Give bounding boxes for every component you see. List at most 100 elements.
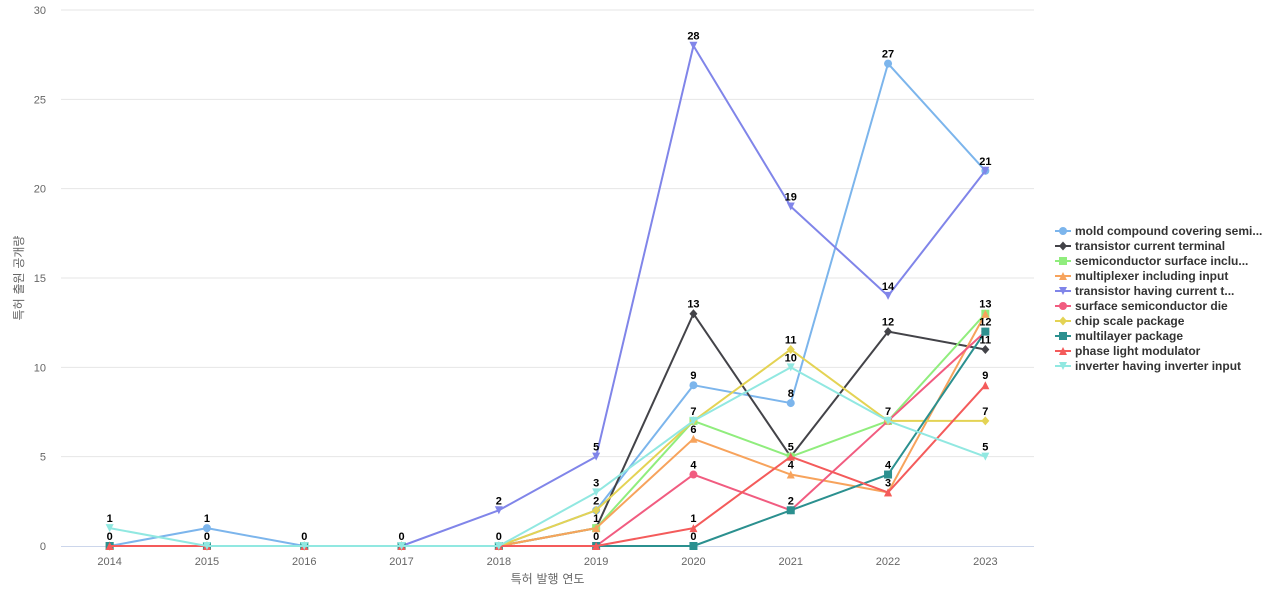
legend[interactable]: mold compound covering semi...transistor…	[1055, 224, 1262, 373]
series-7[interactable]	[105, 327, 990, 550]
series-8[interactable]	[105, 381, 990, 550]
data-point[interactable]	[884, 59, 893, 68]
data-point[interactable]	[786, 202, 795, 211]
data-point[interactable]	[202, 524, 211, 533]
y-tick-label: 10	[34, 362, 46, 374]
data-point[interactable]	[884, 291, 893, 300]
data-label: 11	[785, 334, 797, 346]
legend-item[interactable]: transistor current terminal	[1055, 239, 1225, 253]
y-axis-title: 특허 출원 공개량	[12, 236, 26, 321]
data-point[interactable]	[981, 416, 990, 426]
x-tick-label: 2016	[292, 556, 316, 568]
data-point[interactable]	[592, 452, 601, 461]
data-label: 4	[788, 460, 795, 472]
legend-label: mold compound covering semi...	[1075, 224, 1262, 238]
x-tick-label: 2020	[681, 556, 705, 568]
y-tick-label: 20	[34, 184, 46, 196]
data-point[interactable]	[494, 542, 503, 550]
data-point[interactable]	[105, 524, 114, 533]
legend-item[interactable]: chip scale package	[1055, 314, 1185, 328]
data-point[interactable]	[981, 327, 990, 336]
data-point[interactable]	[786, 506, 795, 515]
data-point[interactable]	[981, 452, 990, 461]
legend-item[interactable]: semiconductor surface inclu...	[1055, 254, 1248, 268]
data-label: 10	[785, 352, 797, 364]
data-point[interactable]	[397, 542, 406, 550]
data-point[interactable]	[884, 327, 893, 337]
x-axis-title: 특허 발행 연도	[511, 571, 585, 586]
data-point[interactable]	[202, 542, 211, 550]
data-point[interactable]	[689, 309, 698, 319]
data-label: 0	[301, 531, 307, 543]
series-0[interactable]	[105, 59, 990, 550]
legend-label: transistor having current t...	[1075, 284, 1234, 298]
data-point[interactable]	[592, 505, 601, 515]
data-label: 5	[788, 442, 794, 454]
series-line	[109, 62, 987, 547]
data-point[interactable]	[689, 434, 698, 443]
series-3[interactable]	[105, 309, 990, 550]
data-point[interactable]	[884, 416, 893, 425]
series-5[interactable]	[105, 327, 990, 550]
x-axis-ticks: 2014 2015 2016 2017 2018 2019 2020 2021 2022 2023	[97, 556, 997, 568]
series-line	[109, 331, 987, 547]
legend-item[interactable]: multiplexer including input	[1055, 269, 1228, 283]
series-line	[109, 44, 987, 547]
data-label: 13	[979, 299, 991, 311]
data-label: 2	[496, 495, 502, 507]
data-point[interactable]	[105, 542, 114, 550]
legend-marker	[1059, 347, 1067, 355]
data-point[interactable]	[981, 381, 990, 390]
data-point[interactable]	[689, 542, 698, 550]
legend-item[interactable]: inverter having inverter input	[1055, 359, 1241, 373]
series-line	[109, 330, 987, 547]
data-point[interactable]	[786, 399, 795, 408]
data-point[interactable]	[300, 542, 309, 550]
data-point[interactable]	[981, 344, 990, 354]
series-1[interactable]	[105, 309, 990, 551]
data-point[interactable]	[884, 470, 893, 479]
data-point[interactable]	[981, 166, 990, 175]
data-point[interactable]	[494, 506, 503, 515]
data-point[interactable]	[592, 488, 601, 497]
data-point[interactable]	[592, 524, 601, 533]
legend-label: phase light modulator	[1075, 344, 1201, 358]
data-point[interactable]	[786, 452, 795, 461]
series-9[interactable]	[105, 363, 990, 550]
legend-item[interactable]: mold compound covering semi...	[1055, 224, 1262, 238]
data-point[interactable]	[786, 470, 795, 479]
series-2[interactable]	[105, 309, 990, 550]
data-point[interactable]	[786, 344, 795, 354]
x-tick-label: 2021	[779, 556, 803, 568]
series-line	[109, 312, 986, 547]
data-point[interactable]	[689, 381, 698, 390]
y-axis-ticks: 0 5 10 15 20 25 30	[34, 5, 46, 553]
legend-item[interactable]: multilayer package	[1055, 329, 1183, 343]
series-4[interactable]	[105, 41, 990, 550]
data-point[interactable]	[689, 416, 698, 425]
data-point[interactable]	[689, 524, 698, 533]
legend-label: multilayer package	[1075, 329, 1183, 343]
series-line	[109, 313, 987, 547]
data-point[interactable]	[689, 470, 698, 479]
x-tick-label: 2018	[487, 556, 511, 568]
data-point[interactable]	[786, 363, 795, 372]
data-point[interactable]	[592, 542, 601, 550]
data-point[interactable]	[884, 488, 893, 497]
data-label: 1	[690, 513, 696, 525]
data-point[interactable]	[981, 309, 990, 318]
legend-item[interactable]: phase light modulator	[1055, 344, 1201, 358]
data-label: 28	[687, 31, 699, 43]
legend-item[interactable]: transistor having current t...	[1055, 284, 1234, 298]
data-label: 5	[982, 442, 988, 454]
legend-item[interactable]: surface semiconductor die	[1055, 299, 1228, 313]
legend-label: surface semiconductor die	[1075, 299, 1228, 313]
y-tick-label: 15	[34, 273, 46, 285]
y-tick-label: 30	[34, 5, 46, 17]
data-label: 12	[882, 317, 894, 329]
data-point[interactable]	[689, 41, 698, 50]
legend-label: transistor current terminal	[1075, 239, 1225, 253]
series-line	[109, 348, 986, 547]
